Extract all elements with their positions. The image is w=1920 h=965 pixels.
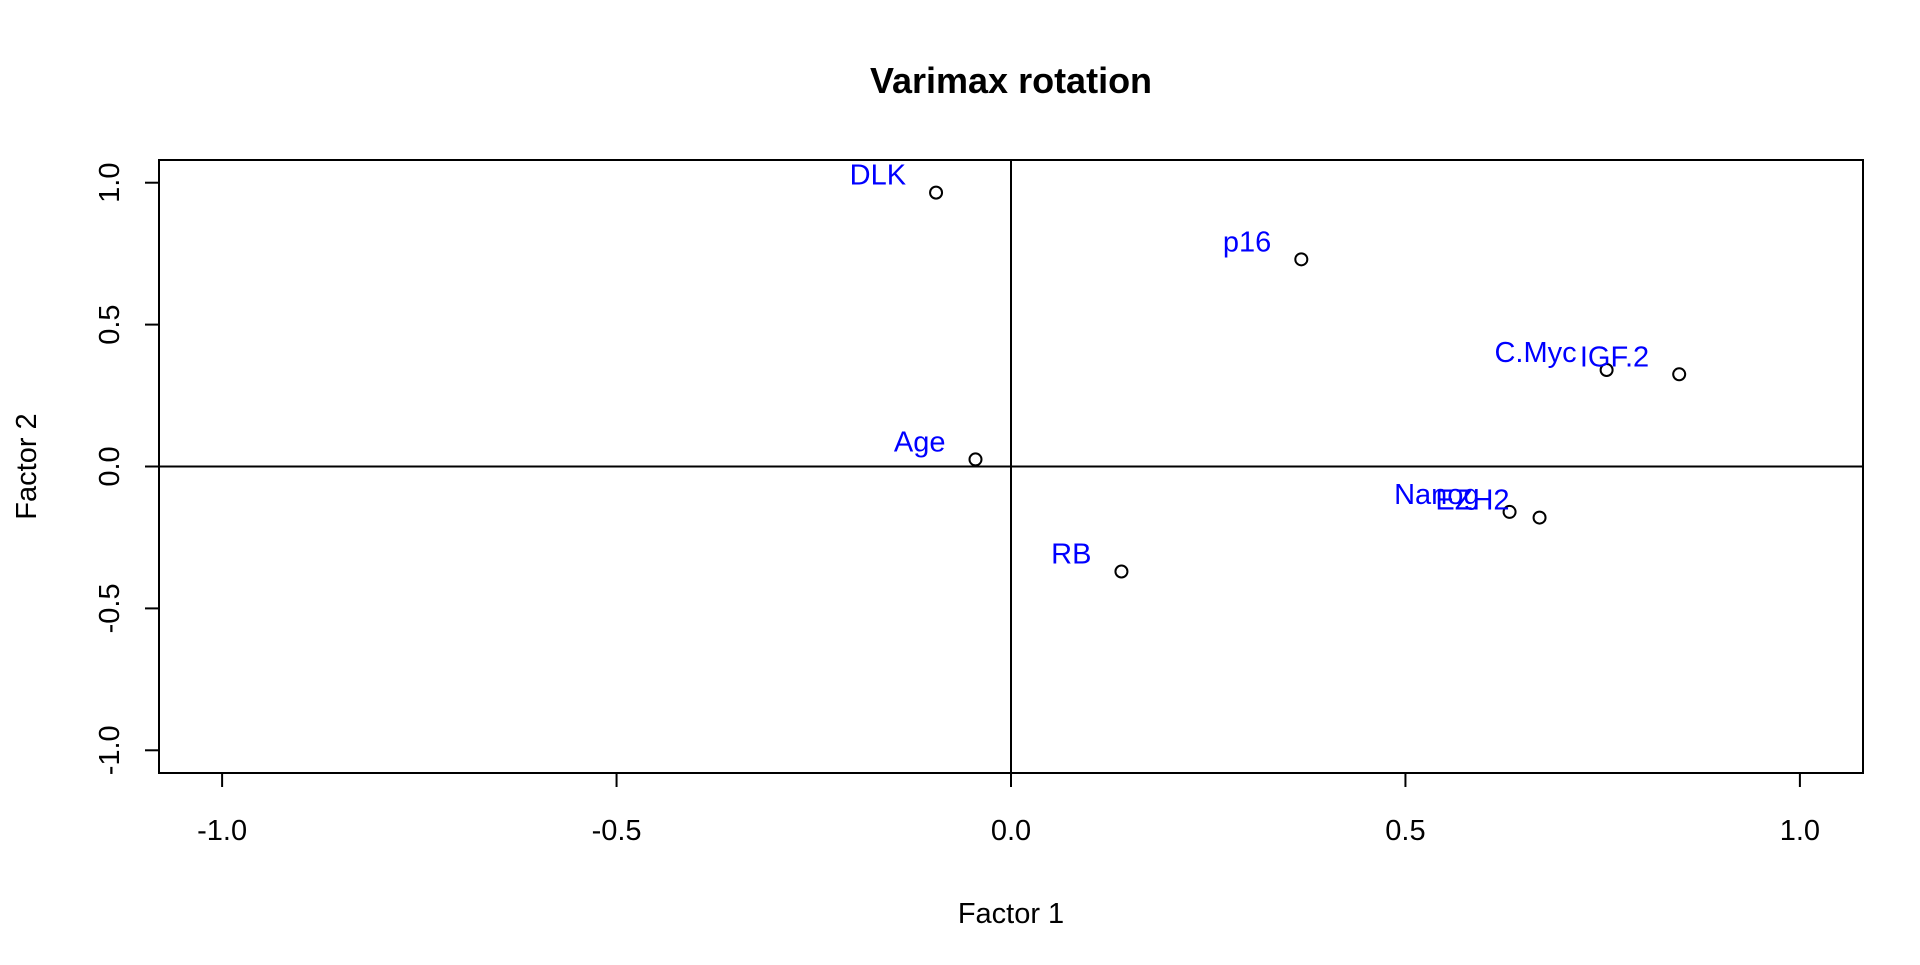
data-point bbox=[929, 185, 944, 200]
data-point bbox=[1672, 367, 1687, 382]
y-tick-label: -1.0 bbox=[94, 725, 126, 775]
data-point bbox=[968, 452, 983, 467]
data-point bbox=[1599, 363, 1614, 378]
y-tick-label: 1.0 bbox=[94, 163, 126, 203]
plot-area: -1.0 -0.5 0.0 0.5 1.0 -1.0 -0.5 0.0 0.5 1.0 DLK p16… bbox=[94, 159, 1864, 847]
y-tick-label: -0.5 bbox=[94, 583, 126, 633]
chart-title: Varimax rotation bbox=[870, 60, 1152, 101]
data-point bbox=[1114, 564, 1129, 579]
y-tick-label: 0.0 bbox=[94, 446, 126, 486]
data-point bbox=[1532, 510, 1547, 525]
point-label: Nanog bbox=[1394, 479, 1479, 511]
x-tick-label: -1.0 bbox=[197, 815, 247, 847]
point-label: EZH2 bbox=[1435, 485, 1509, 517]
point-label: IGF.2 bbox=[1580, 341, 1649, 373]
data-point bbox=[1294, 252, 1309, 267]
data-point bbox=[1502, 504, 1517, 519]
point-label: DLK bbox=[850, 160, 907, 192]
x-tick-label: 0.5 bbox=[1385, 815, 1425, 847]
point-label: Age bbox=[894, 426, 946, 458]
y-axis-label: Factor 2 bbox=[11, 413, 43, 519]
x-axis-label: Factor 1 bbox=[958, 898, 1064, 930]
point-label: p16 bbox=[1223, 226, 1271, 258]
point-label: RB bbox=[1051, 539, 1091, 571]
x-tick-label: -0.5 bbox=[592, 815, 642, 847]
x-tick-label: 0.0 bbox=[991, 815, 1031, 847]
y-tick-label: 0.5 bbox=[94, 304, 126, 344]
point-label: C.Myc bbox=[1494, 337, 1576, 369]
x-tick-label: 1.0 bbox=[1780, 815, 1820, 847]
